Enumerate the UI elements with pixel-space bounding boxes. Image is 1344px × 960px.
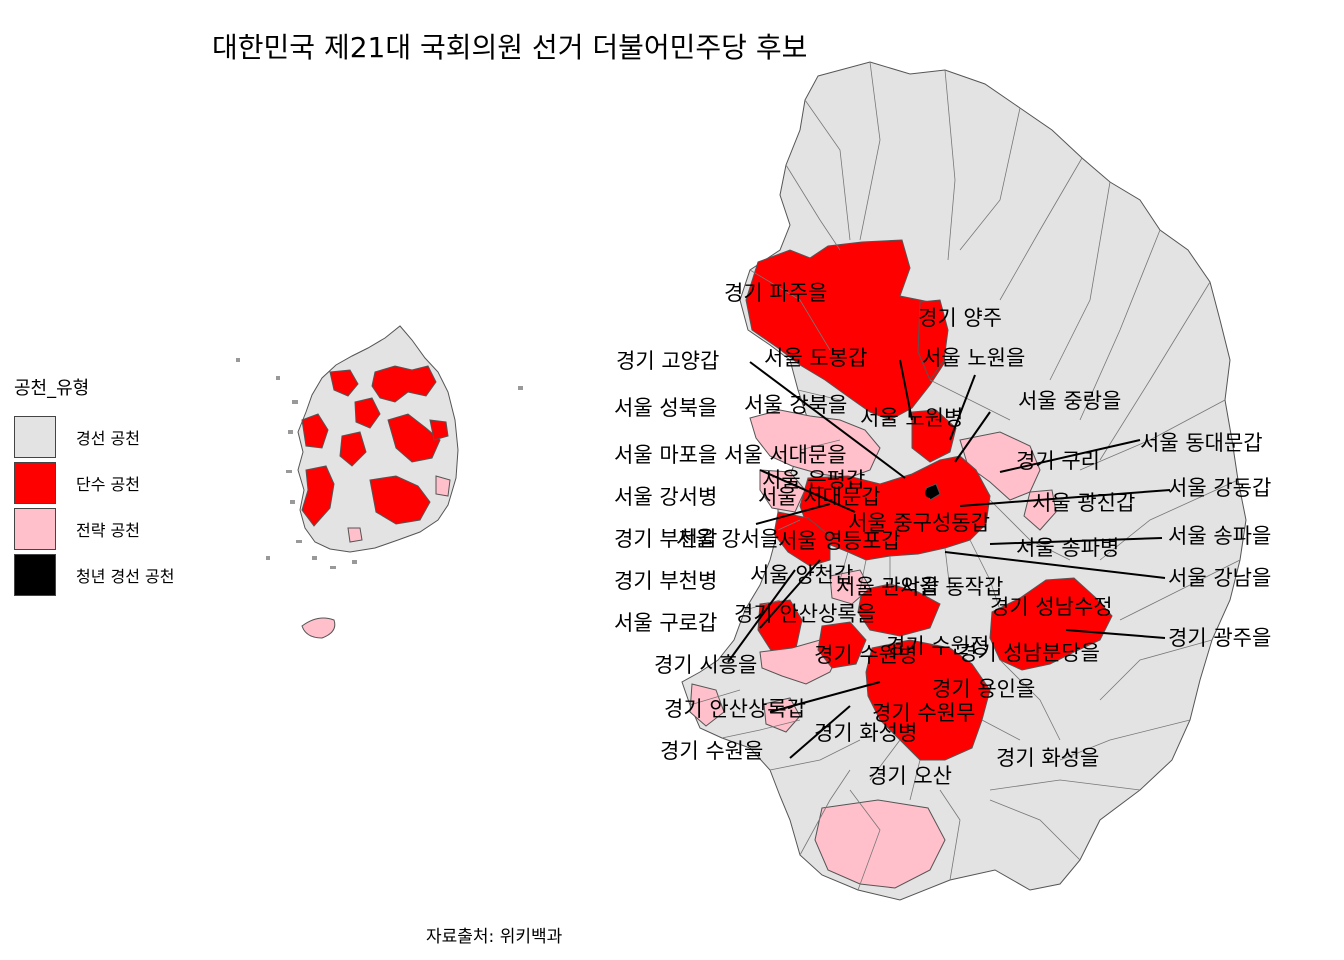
national-pink-east: [435, 475, 451, 497]
label-gwanak-gap: 서울 관악갑: [836, 575, 939, 599]
region-gwanak-red: [857, 583, 941, 637]
national-red-southwest: [301, 465, 335, 527]
label-hwaseong-byeong: 경기 화성병: [814, 721, 917, 745]
legend-label-strategic: 전략 공천: [76, 521, 140, 540]
label-yangcheon-gap: 서울 양천갑: [750, 563, 853, 587]
map-title: 대한민국 제21대 국회의원 선거 더불어민주당 후보: [212, 31, 808, 64]
label-songpa-eul: 서울 송파을: [1168, 524, 1271, 548]
label-jungnang-eul: 서울 중랑을: [1018, 389, 1121, 413]
label-seongbuk-eul: 서울 성북을: [614, 396, 717, 420]
label-seongnam-bundang-eul: 경기 성남분당을: [958, 641, 1100, 665]
label-seongnam-sujeong: 경기 성남수정: [990, 595, 1113, 619]
region-mapo-pink: [759, 469, 806, 513]
label-gwangju-eul: 경기 광주을: [1168, 626, 1271, 650]
legend-item-single: 단수 공천: [14, 460, 175, 506]
legend-key-strategic: [14, 508, 56, 550]
label-nowon-eul: 서울 노원을: [922, 346, 1025, 370]
label-gangbuk-eul: 서울 강북을: [744, 393, 847, 417]
national-map: [236, 325, 523, 639]
label-dongjak-gap: 서울 동작갑: [900, 575, 1003, 599]
national-red-seoul: [329, 369, 359, 397]
national-red-mid: [387, 413, 441, 463]
label-junggu-seongdong-gap: 서울 중구성동갑: [848, 511, 990, 535]
label-suwon-byeong: 경기 수원병: [814, 643, 917, 667]
region-dongdaemun-red: [911, 409, 957, 463]
national-red-north: [371, 365, 437, 403]
national-red-east: [339, 431, 367, 467]
jeju-island: [301, 617, 336, 639]
label-paju-eul: 경기 파주을: [724, 281, 827, 305]
national-red-central: [354, 397, 381, 429]
region-south-west-pink: [814, 799, 946, 889]
legend-key-youth: [14, 554, 56, 596]
label-ansan-sangnok-gap: 경기 안산상록갑: [664, 697, 806, 721]
national-red-west: [301, 413, 329, 449]
region-north-seoul-pink: [749, 409, 881, 479]
label-ansan-sangnok-eul: 경기 안산상록을: [734, 602, 876, 626]
label-yeongdeungpo-gap: 서울 영등포갑: [778, 529, 901, 553]
region-yangju-red: [917, 299, 949, 382]
label-bucheon-gap: 경기 부천갑: [614, 527, 717, 551]
region-gwangmyeong-pink: [829, 569, 871, 605]
label-nowon-byeong: 서울 노원병: [860, 406, 963, 430]
label-yangju: 경기 양주: [918, 306, 1002, 330]
label-seodaemun-eul: 서울 서대문을: [724, 443, 847, 467]
label-suwon-jeong: 경기 수원정: [886, 634, 989, 658]
label-guro-gap: 서울 구로갑: [614, 611, 717, 635]
district-labels: 경기 파주을 경기 양주 경기 고양갑 서울 도봉갑 서울 노원을 서울 성북을…: [614, 281, 1271, 788]
label-seodaemun-gap: 서울 서대문갑: [758, 485, 881, 509]
label-gangdong-gap: 서울 강동갑: [1168, 476, 1271, 500]
legend-key-single: [14, 462, 56, 504]
label-suwon-mu: 경기 수원무: [872, 701, 975, 725]
label-eunpyeong-gap: 서울 은평갑: [762, 468, 865, 492]
legend-label-youth: 청년 경선 공천: [76, 567, 175, 586]
district-boundaries: [689, 61, 1241, 891]
legend-title: 공천_유형: [14, 378, 90, 399]
source-caption: 자료출처: 위키백과: [426, 927, 563, 947]
legend-key-contest: [14, 416, 56, 458]
youth-marker: [925, 488, 935, 498]
label-yongin-eul: 경기 용인을: [932, 677, 1035, 701]
label-goyang-gap: 경기 고양갑: [616, 349, 719, 373]
national-pink-south: [347, 527, 363, 543]
label-gangnam-eul: 서울 강남을: [1168, 566, 1271, 590]
label-hwaseong-eul: 경기 화성을: [996, 746, 1099, 770]
legend-label-contest: 경선 공천: [76, 429, 140, 448]
region-suwon-red: [865, 639, 991, 761]
label-gwangjin-gap: 서울 광진갑: [1032, 491, 1135, 515]
label-gangseo-byeong: 서울 강서병: [614, 485, 717, 509]
label-mapo-eul: 서울 마포을: [614, 443, 717, 467]
region-paju-gimpo-red: [745, 239, 946, 421]
legend-label-single: 단수 공천: [76, 475, 140, 494]
legend-item-strategic: 전략 공천: [14, 506, 175, 552]
label-suwon-eul: 경기 수원을: [660, 739, 763, 763]
label-guri: 경기 구리: [1016, 449, 1100, 473]
region-ansan-pink: [689, 683, 725, 727]
legend-item-contest: 경선 공천: [14, 414, 175, 460]
legend: 공천_유형 경선 공천 단수 공천 전략 공천 청년 경선 공천: [14, 374, 175, 598]
label-dongdaemun-gap: 서울 동대문갑: [1140, 431, 1263, 455]
label-siheung-eul: 경기 시흥을: [654, 653, 757, 677]
region-anyang-red: [817, 621, 867, 669]
label-dobong-gap: 서울 도봉갑: [764, 346, 867, 370]
capital-region-map: [681, 61, 1247, 901]
national-red-coast: [429, 419, 449, 441]
label-gangseo-eul: 서울 강서을: [676, 527, 779, 551]
leader-lines: [727, 359, 1171, 759]
label-osan: 경기 오산: [868, 764, 952, 788]
label-songpa-byeong: 서울 송파병: [1016, 536, 1119, 560]
legend-item-youth: 청년 경선 공천: [14, 552, 175, 598]
national-red-southeast: [369, 475, 431, 525]
label-bucheon-byeong: 경기 부천병: [614, 569, 717, 593]
